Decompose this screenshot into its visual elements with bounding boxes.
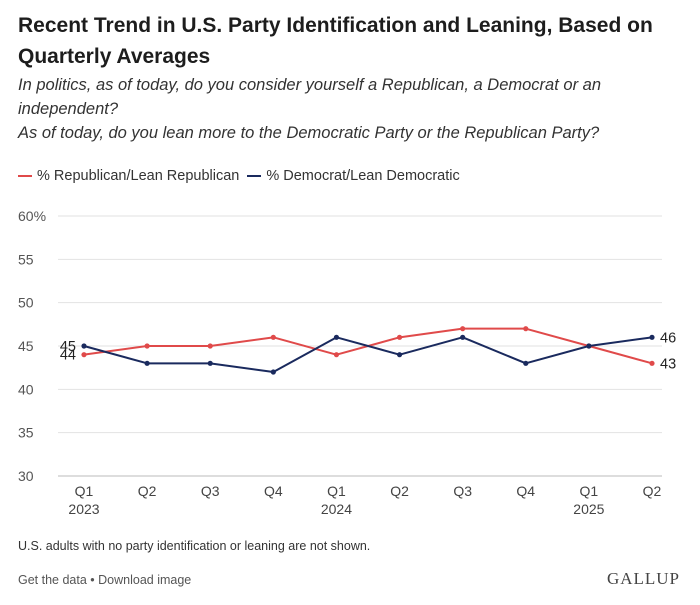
chart-title: Recent Trend in U.S. Party Identificatio…: [18, 14, 653, 68]
y-tick-label: 30: [18, 468, 34, 484]
legend-item-democrat[interactable]: % Democrat/Lean Democratic: [247, 168, 460, 184]
footer-links: Get the data • Download image: [18, 573, 191, 587]
series-start-label: 44: [60, 348, 76, 364]
data-point: [333, 352, 340, 358]
y-tick-label: 55: [18, 251, 34, 267]
series-end-label: 43: [660, 356, 676, 372]
legend-label-republican: % Republican/Lean Republican: [37, 168, 240, 184]
data-point: [586, 343, 592, 349]
data-point: [207, 343, 213, 349]
data-point: [333, 334, 340, 340]
get-data-link[interactable]: Get the data: [18, 573, 87, 587]
legend-swatch-democrat: [247, 175, 262, 177]
y-tick-label: 35: [18, 425, 34, 441]
chart-subtitle: In politics, as of today, do you conside…: [18, 73, 678, 145]
y-tick-label: 40: [18, 381, 34, 397]
x-tick-label: Q2: [643, 483, 662, 499]
footnote: U.S. adults with no party identification…: [18, 539, 371, 553]
x-tick-label: Q4: [264, 483, 283, 499]
x-tick-label: Q3: [201, 483, 220, 499]
data-point: [81, 352, 87, 358]
legend-label-democrat: % Democrat/Lean Democratic: [266, 168, 460, 184]
data-point: [649, 360, 655, 366]
x-tick-label: Q2: [138, 483, 157, 499]
data-point: [649, 334, 655, 340]
data-point: [144, 360, 150, 366]
data-point: [396, 352, 403, 358]
data-point: [81, 343, 87, 349]
x-tick-label: Q2: [390, 483, 409, 499]
x-tick-label: Q1: [327, 483, 346, 499]
series-line-1: [83, 336, 653, 373]
download-image-link[interactable]: Download image: [98, 573, 192, 587]
link-separator: •: [86, 573, 99, 587]
data-point: [207, 360, 213, 366]
data-point: [270, 334, 276, 340]
subtitle-question-1: In politics, as of today, do you conside…: [18, 76, 602, 118]
y-tick-label: 60%: [18, 208, 46, 224]
legend: % Republican/Lean Republican % Democrat/…: [18, 168, 468, 184]
subtitle-question-2: As of today, do you lean more to the Dem…: [18, 124, 600, 142]
x-tick-label: 2025: [573, 501, 604, 517]
x-tick-label: Q1: [580, 483, 599, 499]
y-tick-label: 45: [18, 338, 34, 354]
x-tick-label: 2023: [68, 501, 99, 517]
series-start-label: 45: [60, 339, 76, 355]
data-point: [144, 343, 150, 349]
series-end-label: 46: [660, 330, 676, 346]
x-tick-label: Q3: [453, 483, 472, 499]
gallup-logo: GALLUP: [606, 569, 680, 588]
data-point: [270, 369, 276, 375]
data-point: [523, 326, 529, 332]
data-point: [460, 334, 466, 340]
data-point: [396, 334, 403, 340]
line-chart: 60% 55 50 45 40 35 30 Q1 2023 Q2 Q3 Q4 Q1 2024 Q2 Q3 Q4 Q…: [18, 208, 676, 517]
x-tick-label: Q4: [516, 483, 535, 499]
data-point: [460, 326, 466, 332]
legend-swatch-republican: [18, 175, 32, 177]
x-tick-label: Q1: [75, 483, 94, 499]
data-point: [523, 360, 529, 366]
legend-item-republican[interactable]: % Republican/Lean Republican: [18, 168, 239, 184]
y-tick-label: 50: [18, 295, 34, 311]
x-tick-label: 2024: [321, 501, 352, 517]
